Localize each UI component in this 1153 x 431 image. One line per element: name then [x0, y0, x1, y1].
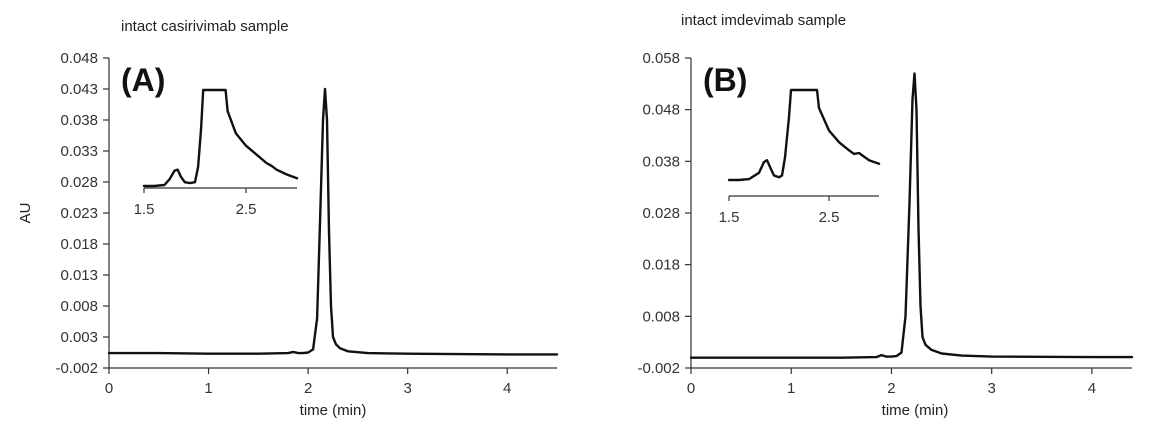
x-tick-label: 2	[304, 380, 312, 397]
panel-label: (A)	[121, 62, 165, 98]
y-tick-label: 0.013	[60, 267, 98, 284]
chart-title: intact imdevimab sample	[681, 12, 846, 29]
y-tick-label: 0.003	[60, 329, 98, 346]
series-line	[107, 87, 559, 356]
chart-title: intact casirivimab sample	[121, 18, 289, 35]
panel-label: (B)	[703, 62, 747, 98]
y-tick-label: 0.018	[60, 236, 98, 253]
y-tick-label: 0.038	[642, 153, 680, 170]
chart-panel-a: intact casirivimab sample (A) AU time (m…	[17, 18, 559, 419]
axes: -0.002 0.003 0.008 0.013 0.018 0.023 0.028 0.03…	[55, 50, 557, 397]
x-tick-label: 1	[787, 380, 795, 397]
x-axis-label: time (min)	[882, 402, 949, 419]
y-tick-label: 0.043	[60, 81, 98, 98]
inset-x-tick-label: 2.5	[236, 201, 257, 218]
series-line	[689, 72, 1134, 359]
x-axis-label: time (min)	[300, 402, 367, 419]
x-tick-label: 3	[988, 380, 996, 397]
x-tick-label: 4	[503, 380, 511, 397]
axes: -0.002 0.008 0.018 0.028 0.038 0.048 0.058 0 1 2 3…	[637, 50, 1132, 397]
y-tick-label: -0.002	[637, 360, 680, 377]
y-tick-label: 0.008	[642, 308, 680, 325]
y-tick-label: 0.038	[60, 112, 98, 129]
y-tick-label: 0.058	[642, 50, 680, 67]
inset-x-tick-label: 1.5	[719, 209, 740, 226]
y-tick-label: 0.033	[60, 143, 98, 160]
inset-series-line	[142, 88, 299, 188]
inset-series-line	[727, 88, 881, 182]
y-tick-label: 0.028	[642, 205, 680, 222]
plot-area	[107, 87, 559, 356]
x-tick-label: 0	[687, 380, 695, 397]
plot-area	[689, 72, 1134, 359]
y-tick-label: 0.028	[60, 174, 98, 191]
x-tick-label: 3	[403, 380, 411, 397]
inset-x-tick-label: 1.5	[134, 201, 155, 218]
inset-x-tick-label: 2.5	[819, 209, 840, 226]
x-tick-label: 2	[887, 380, 895, 397]
inset-plot: 1.5 2.5	[719, 88, 881, 226]
inset-plot: 1.5 2.5	[134, 88, 299, 218]
y-tick-label: 0.048	[642, 102, 680, 119]
y-axis-label: AU	[17, 203, 34, 224]
y-tick-label: 0.023	[60, 205, 98, 222]
chart-panel-b: intact imdevimab sample (B) time (min) -…	[637, 12, 1134, 419]
x-tick-label: 1	[204, 380, 212, 397]
y-tick-label: 0.018	[642, 257, 680, 274]
x-tick-label: 0	[105, 380, 113, 397]
y-tick-label: 0.008	[60, 298, 98, 315]
x-tick-label: 4	[1088, 380, 1096, 397]
y-tick-label: -0.002	[55, 360, 98, 377]
y-tick-label: 0.048	[60, 50, 98, 67]
